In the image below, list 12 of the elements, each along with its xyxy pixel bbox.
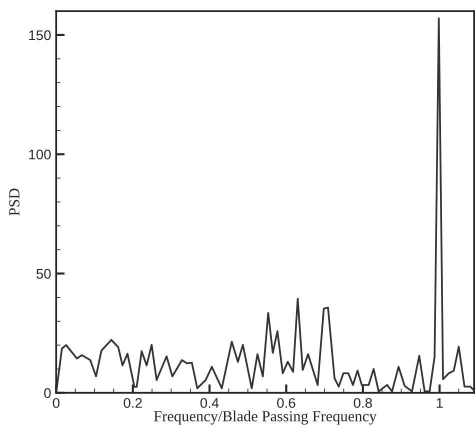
y-tick-label: 150 xyxy=(29,30,51,40)
y-axis-title: PSD xyxy=(9,188,20,216)
x-tick-label: 0 xyxy=(52,398,60,408)
x-tick-label: 0.8 xyxy=(354,398,372,408)
x-tick-label: 0.4 xyxy=(200,398,219,408)
y-tick-label: 100 xyxy=(29,150,51,160)
x-tick-label: 0.6 xyxy=(277,398,296,408)
x-axis-title: Frequency/Blade Passing Frequency xyxy=(154,410,377,425)
x-tick-label: 0.2 xyxy=(124,398,142,408)
y-tick-label: 0 xyxy=(44,388,51,398)
y-tick-label: 50 xyxy=(36,268,51,279)
x-tick-label: 1 xyxy=(436,398,443,408)
